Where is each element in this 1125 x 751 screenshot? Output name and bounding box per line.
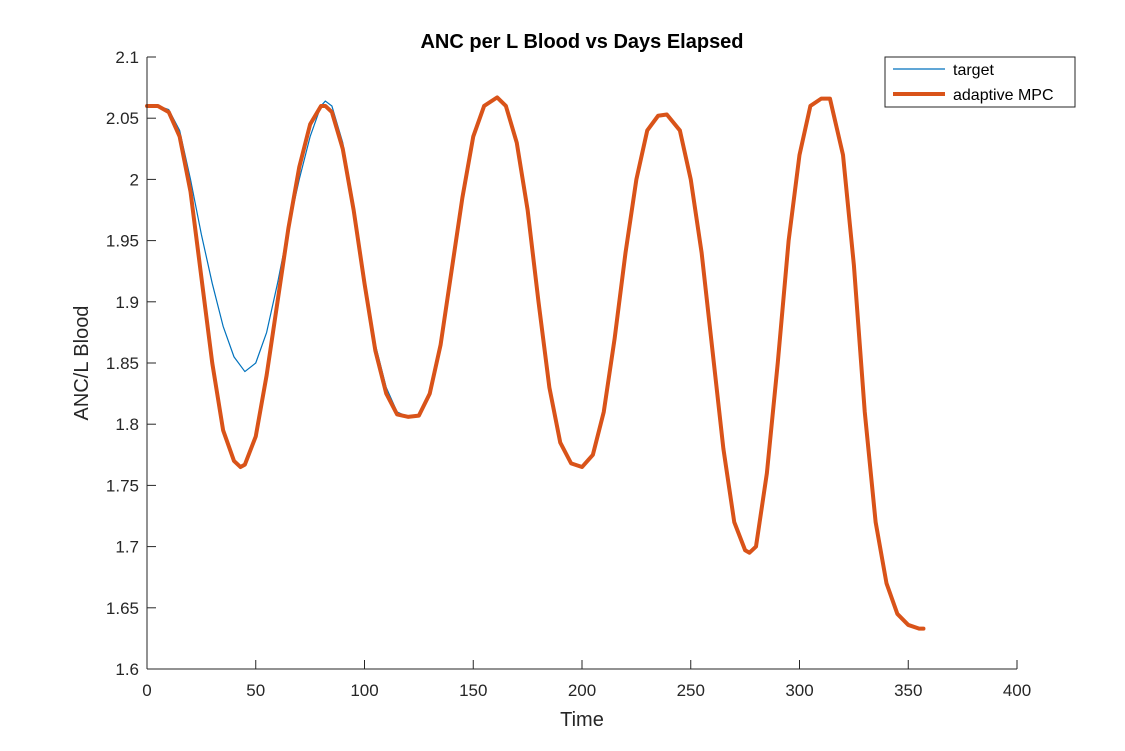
y-tick-label: 1.7 [115, 538, 139, 557]
y-tick-label: 1.85 [106, 354, 139, 373]
y-tick-label: 2.1 [115, 48, 139, 67]
legend: target adaptive MPC [884, 56, 1076, 108]
axes-layer: 0 50 100 150 200 250 300 350 400 1.6 1.65 1.7 1.75 1.… [106, 48, 1031, 700]
plot-area [147, 57, 1017, 669]
chart-title: ANC per L Blood vs Days Elapsed [420, 31, 743, 53]
x-tick-label: 250 [677, 681, 705, 700]
y-tick-label: 1.8 [115, 415, 139, 434]
x-tick-label: 400 [1003, 681, 1031, 700]
x-tick-label: 350 [894, 681, 922, 700]
series-layer [145, 95, 926, 631]
series-line-2 [145, 95, 926, 631]
legend-label: adaptive MPC [953, 87, 1054, 104]
x-tick-label: 100 [350, 681, 378, 700]
y-tick-label: 1.75 [106, 476, 139, 495]
y-tick-label: 1.9 [115, 293, 139, 312]
y-axis-label: ANC/L Blood [71, 306, 93, 421]
y-tick-label: 1.65 [106, 599, 139, 618]
x-tick-label: 50 [246, 681, 265, 700]
plot-background [147, 57, 1017, 669]
legend-label: target [953, 62, 994, 79]
x-tick-label: 300 [785, 681, 813, 700]
x-tick-label: 150 [459, 681, 487, 700]
y-tick-label: 1.6 [115, 660, 139, 679]
x-axis-label: Time [560, 709, 604, 731]
y-tick-label: 1.95 [106, 232, 139, 251]
legend-box [884, 56, 1076, 108]
y-tick-label: 2 [130, 170, 139, 189]
x-tick-label: 0 [142, 681, 151, 700]
x-tick-label: 200 [568, 681, 596, 700]
y-tick-label: 2.05 [106, 109, 139, 128]
